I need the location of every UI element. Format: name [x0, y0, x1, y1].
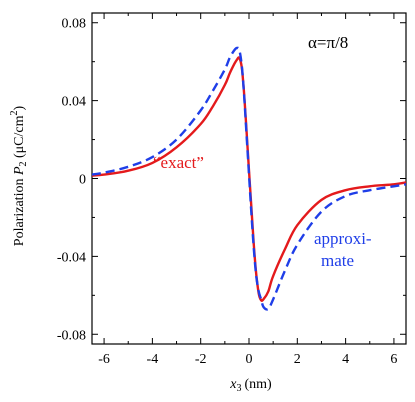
y-axis-title: Polarization P2 (μC/cm2) — [9, 105, 29, 246]
exact-series-label: “exact” — [153, 153, 204, 172]
x-tick-label: 0 — [246, 352, 253, 367]
x-tick-label: 6 — [390, 352, 397, 367]
approximate-series-label-line2: mate — [321, 251, 354, 270]
x-tick-label: -2 — [195, 352, 207, 367]
plot-area: -6 -4 -2 0 2 4 6 -0.08 -0.04 0 0.04 0.08 — [57, 12, 407, 367]
x-axis-title: x3 (nm) — [229, 377, 272, 394]
x-tick-label: -4 — [147, 352, 159, 367]
y-tick-label: 0.08 — [62, 17, 87, 32]
y-tick-label: -0.08 — [57, 328, 86, 343]
approximate-series-label-line1: approxi- — [314, 229, 372, 248]
y-tick-label: -0.04 — [57, 250, 86, 265]
y-tick-label: 0 — [79, 173, 86, 188]
y-tick-label: 0.04 — [62, 95, 87, 110]
alpha-parameter-label: α=π/8 — [308, 33, 348, 52]
x-tick-label: -6 — [98, 352, 110, 367]
x-tick-label: 4 — [342, 352, 349, 367]
x-tick-label: 2 — [294, 352, 301, 367]
approximate-series-line — [92, 46, 406, 311]
